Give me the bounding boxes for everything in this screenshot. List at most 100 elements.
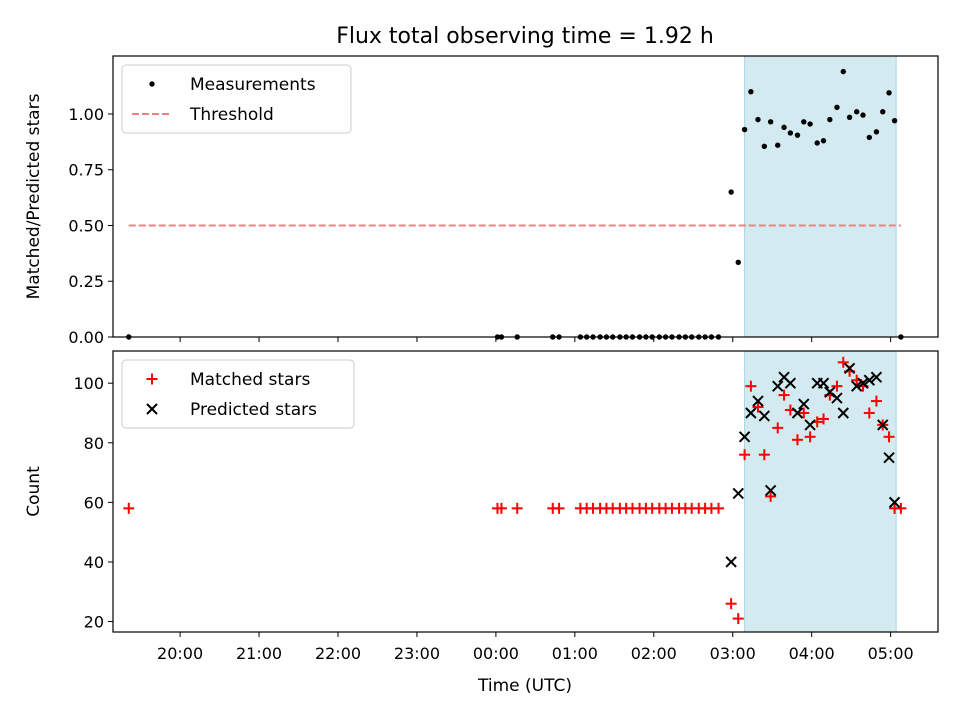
measurement-point (794, 132, 801, 138)
x-axis-label: Time (UTC) (477, 676, 572, 696)
x-tick-label: 20:00 (157, 644, 203, 663)
predicted-star-marker (831, 392, 843, 404)
predicted-star-marker (758, 410, 771, 422)
matched-star-marker (837, 356, 849, 368)
y-tick-label: 0.25 (68, 272, 104, 291)
measurement-point (787, 130, 794, 136)
measurement-point (853, 109, 860, 115)
measurement-point (891, 117, 898, 124)
x-tick-label: 00:00 (473, 644, 519, 663)
x-b (804, 419, 816, 431)
legend-plus-marker (146, 373, 158, 385)
x-tick-label: 21:00 (236, 644, 282, 663)
x-b (888, 496, 901, 509)
measurement-point (820, 138, 827, 144)
x-tick-label: 02:00 (631, 644, 677, 663)
predicted-star-marker (745, 407, 757, 419)
matched-star-marker (732, 613, 744, 625)
matched-star-marker (739, 449, 751, 461)
matched-star-marker (752, 401, 764, 413)
measurement-point (767, 119, 774, 125)
x-b (883, 451, 895, 464)
x-tick-label: 05:00 (868, 644, 914, 663)
measurement-point (761, 143, 768, 150)
legend: Measurements Threshold (121, 64, 352, 134)
ratio-panel: 0.00 0.25 0.50 0.75 1.00 Matched/Predicted st… (24, 55, 939, 347)
x-b (857, 377, 869, 389)
measurement-point (748, 88, 754, 95)
x-b (831, 392, 843, 404)
predicted-star-marker (817, 377, 830, 389)
x-b (837, 407, 849, 419)
measurement-point (735, 259, 741, 265)
x-b (870, 371, 883, 383)
observing-window-span (744, 55, 897, 338)
predicted-star-marker (772, 380, 784, 392)
legend: Matched stars Predicted stars (121, 359, 355, 429)
matched-star-marker (495, 502, 507, 514)
legend-label: Matched stars (190, 370, 310, 390)
y-tick-label: 20 (84, 613, 104, 632)
measurement-point (801, 119, 807, 125)
matched-star-marker (758, 449, 770, 461)
y-tick-label: 40 (84, 553, 104, 572)
matched-star-marker (818, 413, 830, 425)
measurement-point (834, 104, 840, 110)
measurement-point (846, 114, 853, 121)
matched-star-marker (713, 502, 725, 514)
x-b (784, 377, 797, 389)
predicted-star-marker (850, 380, 863, 392)
matched-star-marker (863, 407, 875, 419)
x-b (877, 419, 889, 431)
matched-star-marker (798, 407, 810, 419)
predicted-star-marker (738, 431, 751, 443)
axes-frame (112, 350, 939, 633)
matched-star-marker (511, 502, 523, 514)
y-tick-label: 60 (84, 493, 104, 512)
legend-label: Threshold (189, 105, 274, 125)
predicted-star-marker (837, 407, 849, 419)
measurement-point (728, 189, 734, 195)
axes-frame (112, 55, 939, 338)
predicted-star-marker (870, 371, 883, 383)
matched-star-marker (725, 598, 737, 610)
predicted-star-marker (857, 377, 869, 389)
measurement-point (741, 126, 748, 133)
x-b (791, 407, 804, 419)
x-b (758, 410, 771, 422)
legend-dot-marker (149, 81, 155, 87)
measurement-point (827, 116, 833, 123)
x-b (817, 377, 830, 389)
matched-star-marker (553, 502, 565, 514)
x-b (738, 431, 751, 443)
matched-star-marker (791, 434, 803, 446)
y-axis-label: Matched/Predicted stars (24, 93, 44, 299)
x-tick-label: 23:00 (394, 644, 440, 663)
matched-star-marker (831, 380, 843, 392)
x-b (824, 386, 836, 398)
x-tick-label: 03:00 (710, 644, 756, 663)
predicted-star-marker (888, 496, 901, 509)
predicted-star-marker (791, 407, 804, 419)
x-b (778, 371, 790, 383)
predicted-star-marker (883, 451, 895, 464)
x-tick-label: 22:00 (315, 644, 361, 663)
matched-star-marker (883, 431, 895, 443)
y-tick-label: 0.75 (68, 161, 104, 180)
x-b (772, 380, 784, 392)
x-b (863, 374, 876, 386)
y-tick-label: 0.00 (68, 328, 104, 347)
measurement-point (886, 90, 892, 96)
measurement-point (814, 140, 820, 146)
x-b (725, 556, 737, 568)
x-tick-label: 01:00 (552, 644, 598, 663)
matched-star-marker (123, 502, 135, 514)
observing-window-span (744, 350, 897, 633)
measurement-point (866, 134, 873, 141)
y-tick-label: 0.50 (68, 216, 104, 235)
measurement-point (860, 112, 866, 118)
measurement-point (873, 129, 880, 135)
matched-star-marker (765, 490, 777, 502)
x-b (843, 362, 856, 374)
